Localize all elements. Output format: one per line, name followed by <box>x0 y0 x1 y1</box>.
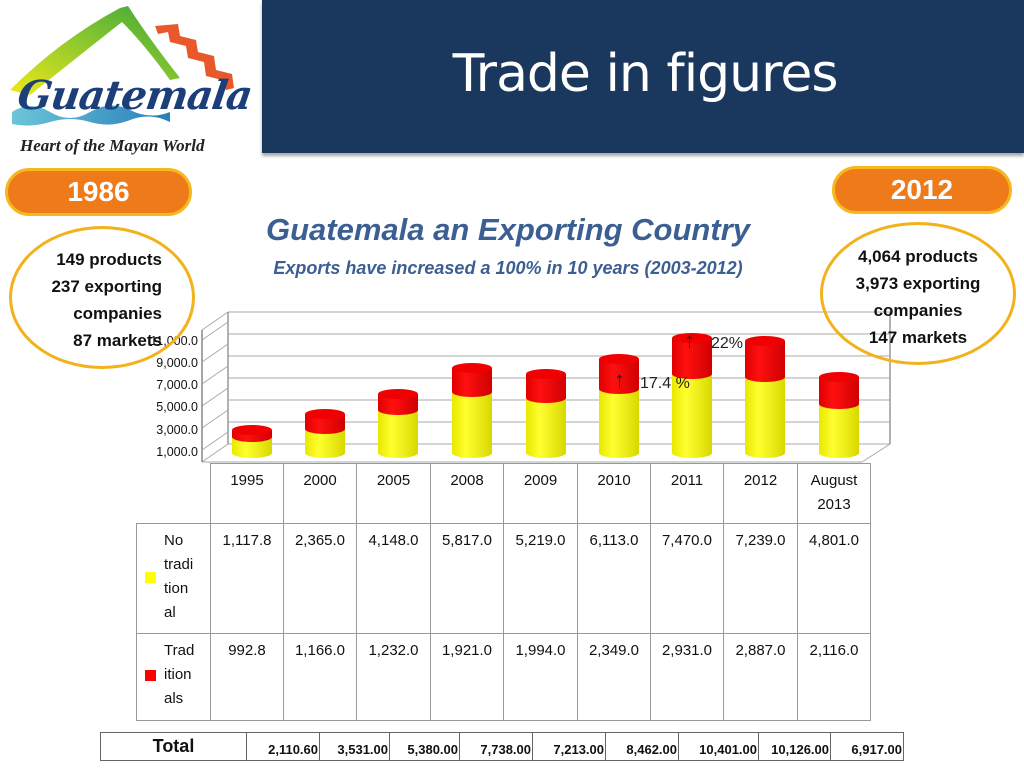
year-badge-1986: 1986 <box>5 168 192 216</box>
stats-1986: 149 products 237 exporting companies 87 … <box>9 226 195 369</box>
growth-2010-annotation: 17.4 % <box>640 375 690 392</box>
table-cell: 1,994.0 <box>503 633 578 721</box>
totals-row: Total 2,110.60 3,531.00 5,380.00 7,738.0… <box>100 732 904 761</box>
table-cell: 2,887.0 <box>723 633 798 721</box>
stat-companies: companies <box>873 301 963 320</box>
bar-2005 <box>378 389 418 458</box>
legend-no-traditional: No tradi tion al <box>139 529 208 625</box>
table-cell: 2,116.0 <box>797 633 871 721</box>
growth-2011-annotation: 22% <box>711 335 744 352</box>
total-cell: 10,126.00 <box>758 732 831 761</box>
table-cell: 992.8 <box>210 633 284 721</box>
total-cell: 2,110.60 <box>246 732 320 761</box>
table-header-row: 1995 2000 2005 2008 2009 2010 2011 2012 … <box>136 463 871 524</box>
table-cell: 4,801.0 <box>797 523 871 634</box>
bar-2008 <box>452 363 492 458</box>
total-cell: 5,380.00 <box>389 732 460 761</box>
yellow-swatch-icon <box>145 571 156 583</box>
stats-2012: 4,064 products 3,973 exporting companies… <box>820 222 1016 365</box>
table-cell: 7,239.0 <box>723 523 798 634</box>
red-swatch-icon <box>145 669 156 681</box>
page-title: Trade in figures <box>452 44 839 104</box>
table-cell: 2,349.0 <box>577 633 651 721</box>
table-cell: 1,117.8 <box>210 523 284 634</box>
total-cell: 6,917.00 <box>830 732 904 761</box>
guatemala-logo: Guatemala Heart of the Mayan World <box>0 0 262 160</box>
logo-tagline: Heart of the Mayan World <box>20 136 205 155</box>
table-cell: 2,365.0 <box>283 523 357 634</box>
total-cell: 8,462.00 <box>605 732 679 761</box>
bar-1995 <box>232 425 272 458</box>
column-header: 2008 <box>430 463 504 524</box>
y-tick-7000: 7,000.0 <box>156 378 198 392</box>
stat-companies: companies <box>73 304 162 323</box>
chart-title: Guatemala an Exporting Country <box>265 212 750 247</box>
year-badge-2012: 2012 <box>832 166 1012 214</box>
stat-markets: 147 markets <box>868 328 968 347</box>
table-cell: 5,817.0 <box>430 523 504 634</box>
bar-2012 <box>745 336 785 458</box>
column-header: August 2013 <box>797 463 871 524</box>
stat-products: 4,064 products <box>858 247 978 266</box>
total-label: Total <box>100 732 247 761</box>
stat-exporting: 3,973 exporting <box>855 274 981 293</box>
column-header: 2000 <box>283 463 357 524</box>
total-cell: 7,738.00 <box>459 732 533 761</box>
bar-2009 <box>526 369 566 458</box>
table-row: Trad ition als 992.8 1,166.0 1,232.0 1,9… <box>136 633 871 721</box>
table-cell: 5,219.0 <box>503 523 578 634</box>
total-cell: 10,401.00 <box>678 732 759 761</box>
table-cell: 1,921.0 <box>430 633 504 721</box>
chart-data-table: 1995 2000 2005 2008 2009 2010 2011 2012 … <box>136 463 871 721</box>
bar-2000 <box>305 409 345 458</box>
totals-table: Total 2,110.60 3,531.00 5,380.00 7,738.0… <box>100 732 904 761</box>
table-cell: 7,470.0 <box>650 523 724 634</box>
table-cell: 6,113.0 <box>577 523 651 634</box>
legend-traditionals: Trad ition als <box>139 639 208 711</box>
table-cell: 4,148.0 <box>356 523 431 634</box>
total-cell: 7,213.00 <box>532 732 606 761</box>
stat-exporting: 237 exporting <box>51 277 162 296</box>
up-arrow-icon: ↑ <box>614 367 625 392</box>
stat-products: 149 products <box>56 250 162 269</box>
stat-markets: 87 markets <box>73 331 162 350</box>
column-header: 2005 <box>356 463 431 524</box>
chart-subtitle: Exports have increased a 100% in 10 year… <box>273 258 743 278</box>
y-tick-5000: 5,000.0 <box>156 400 198 414</box>
column-header: 2011 <box>650 463 724 524</box>
table-row: No tradi tion al 1,117.8 2,365.0 4,148.0… <box>136 523 871 634</box>
table-cell: 2,931.0 <box>650 633 724 721</box>
table-cell: 1,232.0 <box>356 633 431 721</box>
header-bar: Trade in figures <box>262 0 1024 153</box>
mountain-logo-icon <box>10 6 234 126</box>
column-header: 2012 <box>723 463 798 524</box>
y-tick-1000: 1,000.0 <box>156 445 198 459</box>
y-tick-3000: 3,000.0 <box>156 423 198 437</box>
column-header: 2010 <box>577 463 651 524</box>
up-arrow-icon: ↑ <box>684 328 695 353</box>
logo-wordmark: Guatemala <box>14 72 255 119</box>
total-cell: 3,531.00 <box>319 732 390 761</box>
bar-august-2013 <box>819 372 859 458</box>
y-tick-9000: 9,000.0 <box>156 356 198 370</box>
column-header: 1995 <box>210 463 284 524</box>
column-header: 2009 <box>503 463 578 524</box>
table-cell: 1,166.0 <box>283 633 357 721</box>
